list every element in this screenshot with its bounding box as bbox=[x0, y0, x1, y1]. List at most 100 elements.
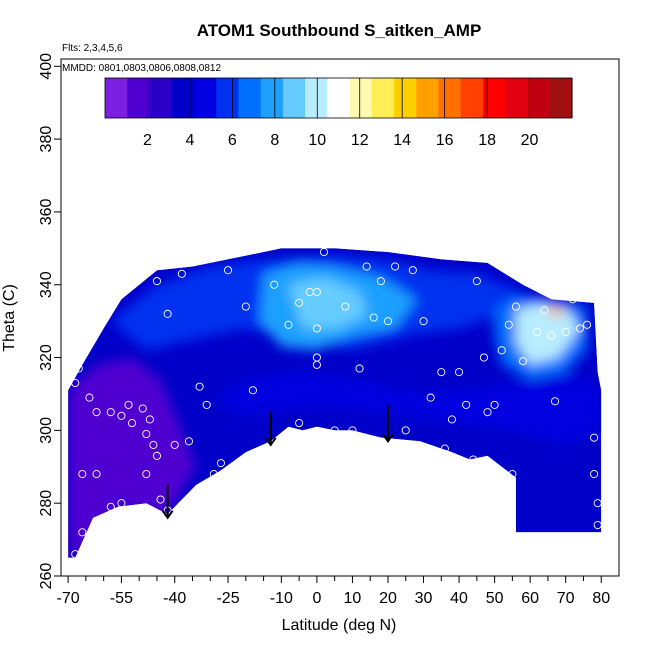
obs-point bbox=[71, 550, 80, 559]
colorbar-swatch bbox=[105, 78, 128, 118]
obs-point bbox=[582, 320, 592, 329]
obs-point bbox=[550, 397, 560, 406]
obs-point bbox=[561, 328, 570, 337]
colorbar-swatch bbox=[416, 78, 440, 118]
obs-point bbox=[145, 415, 154, 424]
obs-point bbox=[152, 451, 162, 460]
y-axis-label: Theta (C) bbox=[1, 284, 18, 352]
x-tick-label: -70 bbox=[57, 590, 80, 607]
obs-point bbox=[383, 317, 393, 326]
obs-point bbox=[330, 426, 339, 435]
obs-point bbox=[518, 357, 528, 366]
obs-point bbox=[426, 393, 435, 402]
x-axis: -70 -55 -40 -25 -10 0 10 20 30 40 50 60 70 80 bbox=[57, 576, 610, 607]
x-tick-label: 40 bbox=[450, 590, 468, 607]
heatmap-field bbox=[68, 248, 602, 558]
obs-point bbox=[547, 331, 556, 340]
x-tick-label: 30 bbox=[415, 590, 433, 607]
obs-point bbox=[142, 470, 151, 479]
x-axis-label: Latitude (deg N) bbox=[282, 617, 397, 634]
contour-zone-7 bbox=[68, 357, 197, 558]
obs-point bbox=[533, 328, 542, 337]
obs-point bbox=[312, 287, 321, 297]
colorbar-swatch bbox=[394, 78, 417, 118]
obs-point bbox=[479, 353, 488, 362]
obs-point bbox=[78, 528, 87, 537]
obs-point bbox=[138, 404, 147, 413]
obs-point bbox=[128, 510, 137, 519]
arrow-marker bbox=[161, 484, 174, 520]
obs-point bbox=[575, 324, 584, 333]
obs-point bbox=[590, 470, 599, 479]
colorbar-swatch bbox=[260, 78, 284, 118]
obs-point bbox=[497, 346, 506, 355]
x-tick-label: -25 bbox=[216, 590, 239, 607]
obs-point bbox=[124, 400, 133, 409]
obs-point bbox=[163, 309, 172, 318]
x-tick-label: -10 bbox=[270, 590, 293, 607]
obs-point bbox=[209, 470, 218, 479]
obs-point bbox=[106, 502, 115, 511]
colorbar-tick-label: 20 bbox=[521, 132, 539, 149]
arrow-markers bbox=[161, 404, 394, 520]
x-tick-label: 10 bbox=[344, 590, 362, 607]
arrow-marker bbox=[264, 412, 277, 447]
obs-point bbox=[437, 368, 446, 377]
obs-point bbox=[284, 320, 293, 329]
obs-point bbox=[408, 266, 417, 275]
obs-point bbox=[362, 262, 371, 271]
colorbar-tick-label: 2 bbox=[143, 132, 152, 149]
obs-point bbox=[469, 455, 478, 464]
obs-point bbox=[270, 280, 279, 289]
colorbar-swatch bbox=[238, 78, 262, 118]
obs-point bbox=[312, 360, 321, 369]
obs-point bbox=[195, 382, 204, 391]
colorbar-tick-label: 10 bbox=[308, 132, 326, 149]
obs-point bbox=[419, 317, 428, 326]
obs-point bbox=[540, 306, 549, 315]
colorbar-tick-label: 16 bbox=[436, 132, 454, 149]
obs-point bbox=[568, 295, 577, 304]
obs-point bbox=[593, 520, 602, 530]
colorbar-swatch bbox=[127, 78, 151, 118]
colorbar-tick-label: 12 bbox=[351, 132, 369, 149]
colorbar-swatch bbox=[371, 78, 395, 118]
obs-point bbox=[92, 408, 101, 417]
colorbar: 2 4 6 8 10 12 14 16 18 20 bbox=[104, 77, 573, 149]
obs-point bbox=[490, 400, 499, 409]
obs-point bbox=[355, 364, 364, 373]
colorbar-swatch bbox=[216, 78, 240, 118]
x-tick-label: -55 bbox=[110, 590, 133, 607]
colorbar-swatch bbox=[193, 78, 217, 118]
obs-point bbox=[312, 324, 321, 333]
obs-point bbox=[508, 470, 517, 479]
obs-point bbox=[455, 368, 464, 377]
obs-point bbox=[85, 393, 94, 402]
obs-point bbox=[142, 429, 151, 439]
obs-point bbox=[106, 408, 115, 417]
obs-point bbox=[440, 444, 449, 453]
obs-point bbox=[295, 298, 304, 307]
obs-point bbox=[202, 400, 211, 409]
x-tick-label: -40 bbox=[163, 590, 186, 607]
y-tick-label: 300 bbox=[38, 417, 55, 444]
obs-point bbox=[92, 470, 101, 479]
obs-point bbox=[401, 426, 410, 435]
obs-point bbox=[117, 411, 126, 420]
colorbar-swatch bbox=[305, 78, 328, 118]
obs-point bbox=[78, 470, 87, 479]
obs-point bbox=[462, 400, 471, 409]
obs-point bbox=[476, 470, 485, 479]
obs-point bbox=[511, 302, 520, 311]
obs-point bbox=[472, 277, 481, 286]
y-tick-label: 320 bbox=[38, 344, 55, 371]
colorbar-tick-label: 14 bbox=[393, 132, 411, 149]
obs-point bbox=[504, 320, 513, 329]
colorbar-swatch bbox=[149, 78, 173, 118]
obs-point bbox=[223, 266, 233, 275]
contour-zone-2 bbox=[288, 277, 367, 329]
obs-point bbox=[128, 419, 137, 428]
obs-point bbox=[590, 433, 599, 442]
obs-point bbox=[248, 386, 257, 395]
